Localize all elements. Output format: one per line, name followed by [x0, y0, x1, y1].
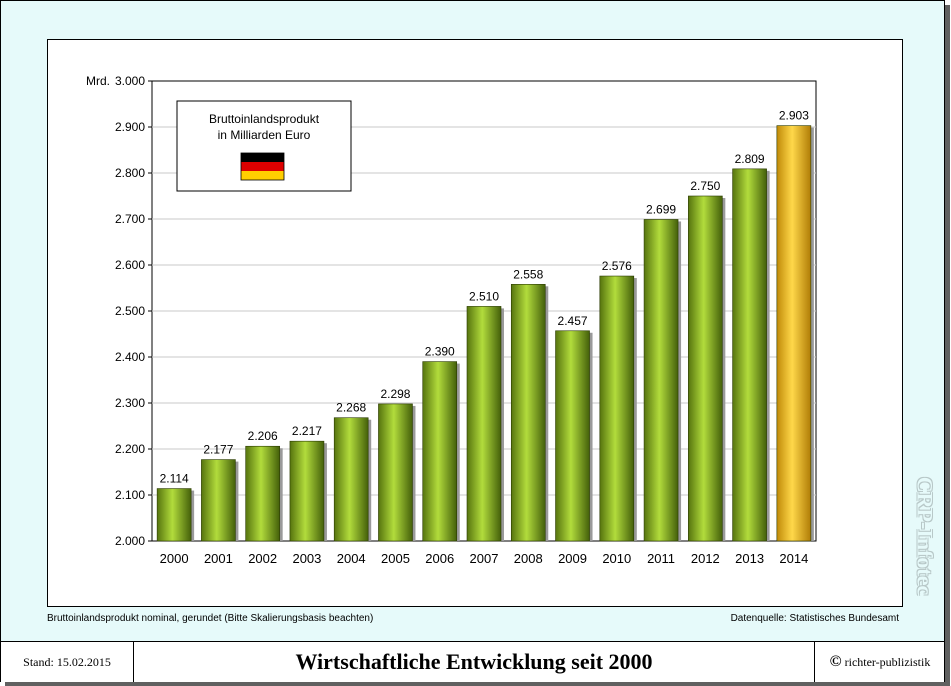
footer-bar: Stand: 15.02.2015 Wirtschaftliche Entwic…: [1, 641, 944, 682]
flag-stripe: [241, 162, 284, 171]
bar-2002: [245, 445, 280, 542]
legend: Bruttoinlandsprodukt in Milliarden Euro: [176, 100, 352, 192]
x-tick-label: 2005: [381, 551, 410, 566]
y-tick-label: 2.600: [115, 258, 145, 272]
bar-2014: [776, 125, 812, 542]
y-tick-label: 2.500: [115, 304, 145, 318]
bar-2004: [333, 417, 369, 542]
x-tick-label: 2014: [779, 551, 808, 566]
x-tick-label: 2011: [647, 551, 675, 566]
copyright-text: richter-publizistik: [844, 654, 931, 669]
x-tick-label: 2000: [160, 551, 189, 566]
bar-2005: [378, 403, 413, 542]
y-axis-unit: Mrd.: [86, 74, 110, 88]
data-label: 2.268: [336, 401, 366, 415]
x-tick-label: 2012: [691, 551, 720, 566]
bar-2007: [466, 306, 502, 542]
y-tick-label: 2.800: [115, 166, 145, 180]
data-label: 2.750: [690, 179, 720, 193]
watermark: CRP-Infotec: [906, 461, 942, 611]
data-label: 2.217: [292, 424, 322, 438]
y-tick-label: 2.200: [115, 442, 145, 456]
bar-2010: [599, 275, 635, 542]
data-label: 2.558: [513, 267, 543, 281]
legend-line-1: Bruttoinlandsprodukt: [209, 112, 320, 126]
data-label: 2.699: [646, 202, 676, 216]
footnote-left: Bruttoinlandsprodukt nominal, gerundet (…: [47, 613, 374, 624]
data-label: 2.206: [248, 429, 278, 443]
data-label: 2.457: [558, 314, 588, 328]
copyright: © richter-publizistik: [814, 642, 945, 682]
y-axis: 2.000 2.100 2.200 2.300 2.400 2.500 2.600 2.700…: [86, 74, 152, 548]
x-tick-label: 2010: [602, 551, 631, 566]
data-label: 2.114: [160, 472, 189, 486]
x-tick-label: 2008: [514, 551, 543, 566]
x-tick-label: 2013: [735, 551, 764, 566]
data-label: 2.390: [425, 345, 455, 359]
y-tick-label: 2.300: [115, 396, 145, 410]
flag-stripe: [241, 171, 284, 180]
bar-2012: [688, 195, 723, 542]
data-label: 2.510: [469, 289, 499, 303]
x-axis: 2000 2001 2002 2003 2004 2005 2006 2007 2008 2009…: [160, 551, 809, 566]
flag-border: [240, 152, 285, 181]
y-tick-label: 2.700: [115, 212, 145, 226]
bar-2001: [201, 459, 236, 542]
bar-2008: [510, 284, 546, 542]
data-label: 2.177: [203, 443, 233, 457]
data-label: 2.809: [735, 152, 765, 166]
x-tick-label: 2007: [470, 551, 499, 566]
x-tick-label: 2001: [204, 551, 233, 566]
x-tick-label: 2004: [337, 551, 366, 566]
x-tick-label: 2002: [248, 551, 277, 566]
copyright-icon: ©: [829, 653, 842, 670]
x-tick-label: 2006: [425, 551, 454, 566]
bar-2000: [156, 488, 192, 542]
x-tick-label: 2009: [558, 551, 587, 566]
y-tick-label: 2.000: [115, 534, 145, 548]
bar-2013: [732, 168, 767, 542]
stand-date: Stand: 15.02.2015: [1, 642, 134, 682]
y-tick-label: 2.100: [115, 488, 145, 502]
y-tick-label: 2.900: [115, 120, 145, 134]
legend-line-2: in Milliarden Euro: [218, 128, 311, 142]
german-flag-icon: [240, 152, 285, 181]
watermark-text: CRP-Infotec: [912, 476, 937, 596]
y-tick-label: 3.000: [115, 74, 145, 88]
page-title: Wirtschaftliche Entwicklung seit 2000: [295, 649, 653, 674]
bar-2003: [289, 440, 325, 542]
footnote-source: Datenquelle: Statistisches Bundesamt: [730, 613, 899, 624]
bar-2011: [643, 219, 679, 542]
x-tick-label: 2003: [292, 551, 321, 566]
bar-2006: [422, 361, 458, 542]
y-tick-label: 2.400: [115, 350, 145, 364]
data-label: 2.576: [602, 259, 632, 273]
data-label: 2.298: [380, 387, 410, 401]
data-label: 2.903: [779, 109, 809, 123]
flag-stripe: [241, 153, 284, 162]
bar-2009: [555, 330, 590, 542]
bars: 2.114 2.177 2.206 2.217 2.268 2.298 2.390 2.510…: [156, 109, 814, 542]
bar-chart: 2.000 2.100 2.200 2.300 2.400 2.500 2.600 2.700…: [86, 74, 817, 566]
